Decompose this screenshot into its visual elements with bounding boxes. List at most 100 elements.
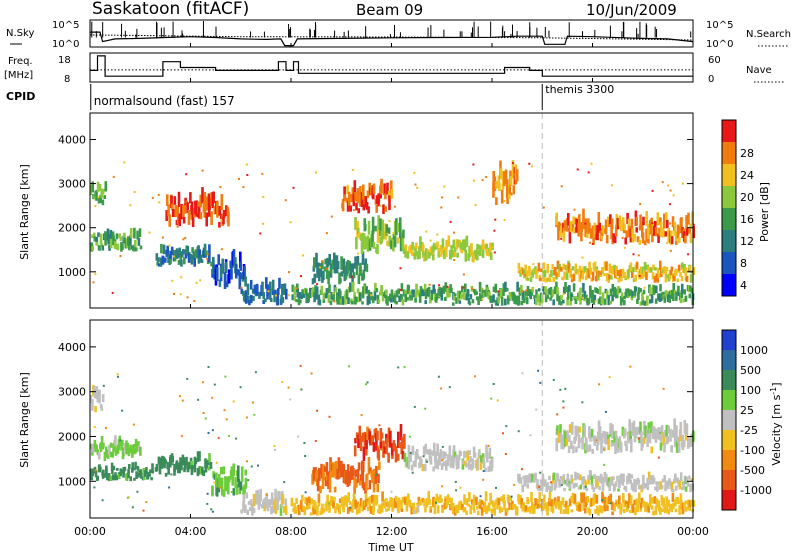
echo-cell bbox=[278, 491, 281, 500]
echo-cell bbox=[633, 499, 636, 505]
echo-speckle bbox=[246, 174, 249, 176]
echo-cell bbox=[605, 478, 609, 486]
echo-cell bbox=[621, 297, 624, 303]
echo-cell bbox=[119, 468, 123, 475]
echo-cell bbox=[455, 239, 459, 250]
echo-cell bbox=[669, 428, 672, 442]
echo-cell bbox=[229, 260, 232, 269]
echo-speckle bbox=[503, 200, 506, 202]
echo-speckle bbox=[615, 277, 618, 279]
echo-cell bbox=[418, 247, 421, 259]
echo-cell bbox=[276, 497, 279, 511]
echo-cell bbox=[525, 270, 529, 281]
echo-speckle bbox=[493, 229, 496, 232]
echo-cell bbox=[579, 297, 582, 305]
echo-cell bbox=[300, 294, 304, 300]
echo-cell bbox=[375, 195, 379, 204]
echo-cell bbox=[637, 270, 641, 277]
echo-cell bbox=[151, 463, 154, 471]
echo-cell bbox=[208, 254, 211, 263]
echo-cell bbox=[374, 225, 377, 232]
echo-cell bbox=[365, 474, 368, 491]
echo-cell bbox=[414, 292, 418, 298]
echo-cell bbox=[116, 243, 119, 250]
echo-cell bbox=[353, 180, 357, 194]
echo-cell bbox=[473, 452, 477, 458]
echo-cell bbox=[359, 186, 362, 195]
echo-cell bbox=[377, 215, 380, 231]
echo-cell bbox=[655, 285, 658, 294]
echo-cell bbox=[584, 275, 588, 281]
echo-cell bbox=[583, 290, 587, 299]
echo-cell bbox=[190, 201, 194, 215]
echo-cell bbox=[578, 274, 581, 282]
echo-speckle bbox=[573, 208, 576, 211]
echo-speckle bbox=[325, 267, 328, 270]
echo-cell bbox=[627, 218, 631, 231]
echo-cell bbox=[558, 479, 561, 488]
echo-cell bbox=[597, 475, 601, 482]
xtick-label: 16:00 bbox=[476, 525, 508, 538]
echo-speckle bbox=[474, 375, 476, 378]
echo-cell bbox=[393, 293, 397, 304]
echo-cell bbox=[372, 480, 376, 493]
colorbar-swatch bbox=[722, 370, 736, 390]
echo-cell bbox=[162, 244, 166, 255]
echo-cell bbox=[168, 214, 171, 227]
echo-cell bbox=[231, 473, 234, 486]
echo-speckle bbox=[176, 225, 179, 228]
echo-cell bbox=[559, 424, 562, 436]
freq-label-line2: [MHz] bbox=[4, 70, 33, 81]
echo-speckle bbox=[303, 442, 306, 444]
echo-cell bbox=[397, 431, 400, 449]
echo-speckle bbox=[287, 386, 290, 389]
echo-cell bbox=[238, 488, 242, 495]
echo-cell bbox=[210, 261, 213, 267]
echo-cell bbox=[585, 268, 589, 278]
echo-cell bbox=[129, 235, 132, 246]
xtick-label: 08:00 bbox=[275, 525, 307, 538]
echo-cell bbox=[390, 443, 394, 456]
echo-cell bbox=[366, 507, 370, 512]
echo-cell bbox=[104, 473, 107, 478]
echo-cell bbox=[299, 299, 302, 304]
echo-speckle bbox=[253, 413, 256, 416]
echo-cell bbox=[242, 494, 246, 503]
echo-cell bbox=[656, 483, 659, 492]
echo-cell bbox=[629, 289, 633, 296]
echo-cell bbox=[665, 496, 669, 507]
echo-cell bbox=[176, 206, 179, 216]
echo-speckle bbox=[180, 435, 183, 438]
echo-cell bbox=[591, 271, 595, 281]
echo-cell bbox=[588, 222, 591, 233]
echo-cell bbox=[207, 459, 210, 466]
echo-cell bbox=[364, 499, 368, 507]
echo-cell bbox=[664, 272, 668, 283]
echo-cell bbox=[342, 258, 346, 274]
echo-cell bbox=[402, 247, 406, 254]
echo-cell bbox=[316, 478, 320, 492]
echo-cell bbox=[142, 468, 145, 475]
echo-cell bbox=[576, 268, 580, 275]
echo-cell bbox=[91, 234, 94, 239]
echo-cell bbox=[630, 297, 634, 301]
echo-cell bbox=[607, 438, 610, 450]
echo-cell bbox=[114, 472, 117, 481]
echo-speckle bbox=[211, 429, 214, 432]
echo-cell bbox=[566, 296, 569, 306]
echo-cell bbox=[246, 509, 249, 515]
echo-cell bbox=[300, 499, 303, 510]
echo-cell bbox=[314, 501, 317, 513]
echo-cell bbox=[569, 268, 572, 278]
echo-speckle bbox=[479, 495, 482, 498]
echo-cell bbox=[544, 293, 548, 303]
echo-cell bbox=[429, 456, 433, 465]
echo-cell bbox=[93, 232, 96, 238]
echo-cell bbox=[587, 474, 590, 480]
echo-cell bbox=[445, 248, 448, 257]
echo-cell bbox=[653, 496, 657, 504]
echo-cell bbox=[383, 446, 386, 454]
echo-cell bbox=[688, 293, 692, 299]
echo-cell bbox=[224, 209, 228, 217]
